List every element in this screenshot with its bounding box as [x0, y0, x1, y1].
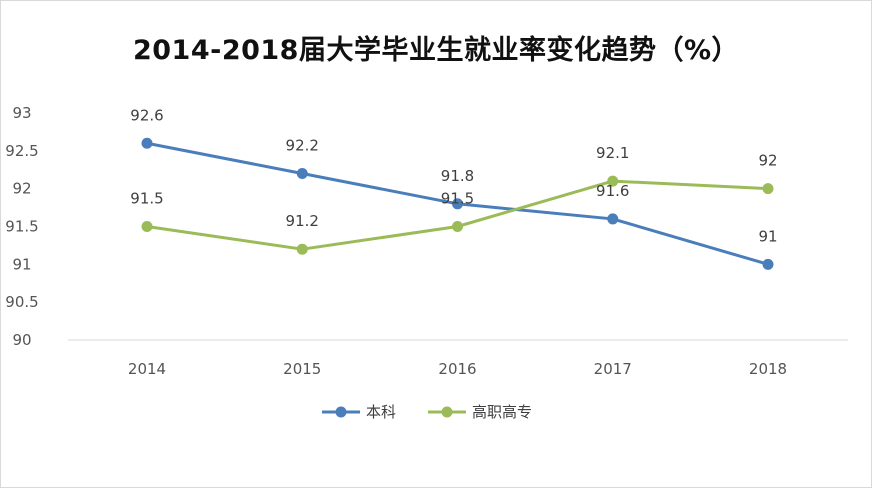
data-point	[141, 221, 153, 232]
y-tick-label: 90.5	[5, 293, 38, 311]
x-tick-label: 2014	[128, 360, 166, 378]
y-tick-label: 90	[12, 331, 31, 349]
data-point	[141, 137, 153, 149]
y-tick-label: 92	[12, 180, 31, 198]
data-label: 92.6	[130, 106, 163, 124]
data-point	[762, 183, 774, 195]
data-label: 91	[758, 227, 777, 245]
data-point	[296, 168, 308, 180]
data-point	[452, 221, 463, 232]
data-point	[607, 213, 619, 225]
y-tick-label: 91	[12, 255, 31, 273]
legend: 本科 高职高专	[322, 403, 532, 421]
data-label: 92.2	[286, 137, 319, 155]
chart-title: 2014-2018届大学毕业生就业率变化趋势（%）	[132, 35, 740, 66]
y-tick-label: 91.5	[5, 218, 38, 236]
legend-label: 本科	[366, 403, 396, 421]
data-point	[296, 243, 308, 255]
x-tick-label: 2016	[438, 360, 476, 378]
data-label: 91.5	[130, 190, 163, 208]
x-axis-labels: 2014 2015 2016 2017 2018	[128, 360, 787, 378]
data-label: 91.2	[286, 212, 319, 230]
legend-swatch-marker	[335, 406, 347, 418]
data-label: 91.6	[596, 182, 629, 200]
legend-label: 高职高专	[472, 403, 532, 421]
data-label: 92	[758, 152, 777, 170]
data-point	[452, 198, 463, 210]
y-axis-labels: 90 90.5 91 91.5 92 92.5 93	[5, 104, 38, 349]
data-label: 91.8	[441, 167, 474, 185]
y-tick-label: 92.5	[5, 142, 38, 160]
data-label: 92.1	[596, 144, 629, 162]
data-point	[607, 175, 619, 187]
x-tick-label: 2017	[594, 360, 632, 378]
data-label: 91.5	[441, 190, 474, 208]
data-labels: 92.6 92.2 91.8 91.6 91 91.5 91.2 91.5 92.1 92	[130, 106, 777, 245]
legend-swatch-marker	[441, 406, 453, 418]
data-point	[762, 258, 774, 270]
x-tick-label: 2018	[749, 360, 787, 378]
y-tick-label: 93	[12, 104, 31, 122]
x-tick-label: 2015	[283, 360, 321, 378]
series-markers	[141, 137, 774, 270]
